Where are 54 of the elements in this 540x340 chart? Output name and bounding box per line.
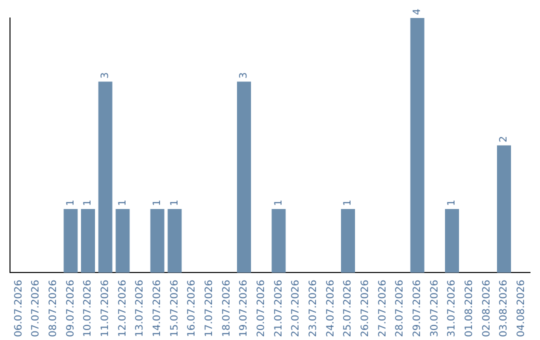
data-label: 1 — [82, 200, 94, 206]
x-tick-label: 19.07.2026 — [238, 280, 250, 338]
bar — [98, 82, 112, 273]
x-tick-label: 02.08.2026 — [481, 280, 492, 338]
x-tick-label: 04.08.2026 — [516, 280, 527, 338]
x-tick-label: 12.07.2026 — [117, 280, 128, 338]
x-tick-label: 08.07.2026 — [48, 280, 59, 338]
x-tick-label: 15.07.2026 — [169, 280, 180, 338]
x-tick-label: 16.07.2026 — [186, 280, 198, 338]
x-tick-label: 27.07.2026 — [377, 280, 388, 338]
x-tick-label: 06.07.2026 — [13, 280, 24, 338]
data-label: 3 — [100, 72, 111, 79]
x-tick-label: 31.07.2026 — [446, 280, 458, 338]
data-label: 1 — [169, 200, 180, 206]
data-label: 1 — [152, 200, 163, 206]
x-tick-label: 23.07.2026 — [308, 280, 319, 338]
data-label: 3 — [238, 72, 250, 79]
bar — [341, 209, 355, 273]
bar — [150, 209, 164, 273]
data-label: 1 — [273, 200, 284, 206]
x-tick-label: 24.07.2026 — [325, 280, 336, 338]
x-tick-label: 17.07.2026 — [204, 280, 215, 338]
data-label: 2 — [498, 136, 510, 142]
x-tick-label: 01.08.2026 — [464, 280, 475, 338]
x-tick-label: 21.07.2026 — [273, 280, 284, 338]
data-label: 1 — [117, 200, 128, 206]
x-tick-label: 14.07.2026 — [152, 280, 163, 338]
x-tick-label: 07.07.2026 — [30, 280, 42, 338]
x-tick-label: 25.07.2026 — [342, 280, 354, 338]
data-label: 1 — [342, 200, 354, 206]
x-tick-label: 09.07.2026 — [65, 280, 76, 338]
data-label: 1 — [65, 200, 76, 206]
data-label: 4 — [412, 8, 423, 15]
bar — [272, 209, 286, 273]
data-label: 1 — [446, 200, 458, 206]
x-tick-label: 13.07.2026 — [134, 280, 146, 338]
x-tick-label: 03.08.2026 — [498, 280, 510, 338]
x-tick-label: 18.07.2026 — [221, 280, 232, 338]
x-tick-label: 28.07.2026 — [394, 280, 406, 338]
bar — [168, 209, 182, 273]
bar — [497, 145, 511, 273]
bar — [64, 209, 78, 273]
bar — [237, 82, 251, 273]
x-tick-label: 22.07.2026 — [290, 280, 302, 338]
bar — [116, 209, 130, 273]
x-tick-label: 29.07.2026 — [412, 280, 423, 338]
x-tick-label: 11.07.2026 — [100, 280, 111, 338]
x-tick-label: 20.07.2026 — [256, 280, 267, 338]
x-tick-label: 26.07.2026 — [360, 280, 371, 338]
bar — [81, 209, 95, 273]
x-tick-label: 30.07.2026 — [429, 280, 440, 338]
bar — [445, 209, 459, 273]
bar — [410, 18, 424, 273]
x-tick-label: 10.07.2026 — [82, 280, 94, 338]
